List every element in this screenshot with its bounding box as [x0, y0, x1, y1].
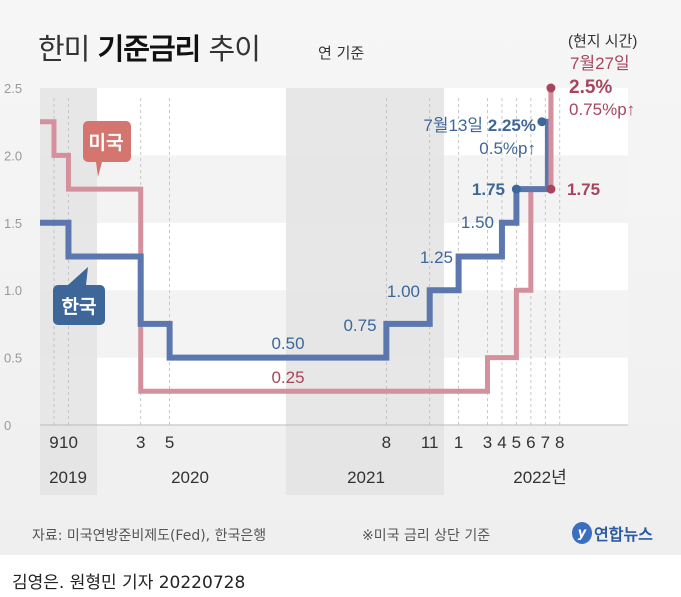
- label-us-175: 1.75: [567, 180, 600, 199]
- year-label: 2019: [49, 468, 87, 487]
- label-kr-125: 1.25: [420, 248, 453, 267]
- year-label: 2022년: [513, 468, 566, 487]
- y-tick-label: 0.5: [4, 351, 22, 366]
- year-band-2021: [286, 88, 444, 495]
- y-tick-label: 0: [4, 418, 11, 433]
- year-label: 2020: [171, 468, 209, 487]
- month-tick-label: 4: [497, 433, 506, 452]
- us-rate-line: [40, 88, 554, 394]
- korea-bubble-label: 한국: [62, 296, 97, 318]
- label-kr-100: 1.00: [387, 282, 420, 301]
- unit-note: 연 기준: [318, 44, 365, 62]
- us-bubble: [83, 121, 131, 177]
- month-tick-label: 11: [421, 433, 439, 452]
- chart-title: 한미 기준금리 추이: [38, 32, 261, 66]
- y-tick-label: 2.0: [4, 148, 22, 163]
- label-us-delta: 0.75%p↑: [569, 100, 635, 119]
- label-kr-050: 0.50: [271, 334, 304, 353]
- month-tick-label: 8: [382, 433, 391, 452]
- korea-bubble: [53, 267, 105, 325]
- month-tick-label: 3: [483, 433, 492, 452]
- month-tick-label: 9: [49, 433, 58, 452]
- month-tick-label: 5: [512, 433, 521, 452]
- credit-line: 김영은. 원형민 기자 20220728: [12, 573, 246, 593]
- label-local-time: (현지 시간): [568, 33, 637, 50]
- label-kr-075: 0.75: [343, 316, 376, 335]
- month-tick-label: 1: [454, 433, 463, 452]
- y-tick-label: 2.5: [4, 81, 22, 96]
- label-us-025: 0.25: [271, 368, 304, 387]
- month-tick-label: 5: [165, 433, 174, 452]
- yonhap-logo: y 연합뉴스: [572, 521, 653, 545]
- korea-dot: [511, 184, 521, 194]
- logo-globe-icon: y: [572, 522, 592, 544]
- korea-rate-line: [40, 118, 551, 361]
- label-kr-last: 7월13일 2.25%: [423, 116, 536, 135]
- month-tick-label: 7: [541, 433, 550, 452]
- us-dot: [546, 83, 556, 93]
- month-tick-label: 8: [555, 433, 564, 452]
- source-text: 자료: 미국연방준비제도(Fed), 한국은행: [32, 528, 267, 544]
- month-tick-label: 10: [59, 433, 78, 452]
- label-us-date: 7월27일: [570, 54, 630, 73]
- label-kr-delta: 0.5%p↑: [479, 139, 536, 158]
- footnote: ※미국 금리 상단 기준: [362, 528, 491, 544]
- korea-dot: [537, 117, 547, 127]
- y-tick-label: 1.0: [4, 283, 22, 298]
- us-dot: [546, 184, 556, 194]
- us-bubble-label: 미국: [89, 132, 124, 154]
- label-kr-175: 1.75: [472, 180, 505, 199]
- label-kr-150: 1.50: [461, 213, 494, 232]
- year-label: 2021: [347, 468, 385, 487]
- month-tick-label: 6: [526, 433, 535, 452]
- label-us-last: 2.5%: [569, 77, 612, 98]
- y-tick-label: 1.5: [4, 216, 22, 231]
- month-tick-label: 3: [136, 433, 145, 452]
